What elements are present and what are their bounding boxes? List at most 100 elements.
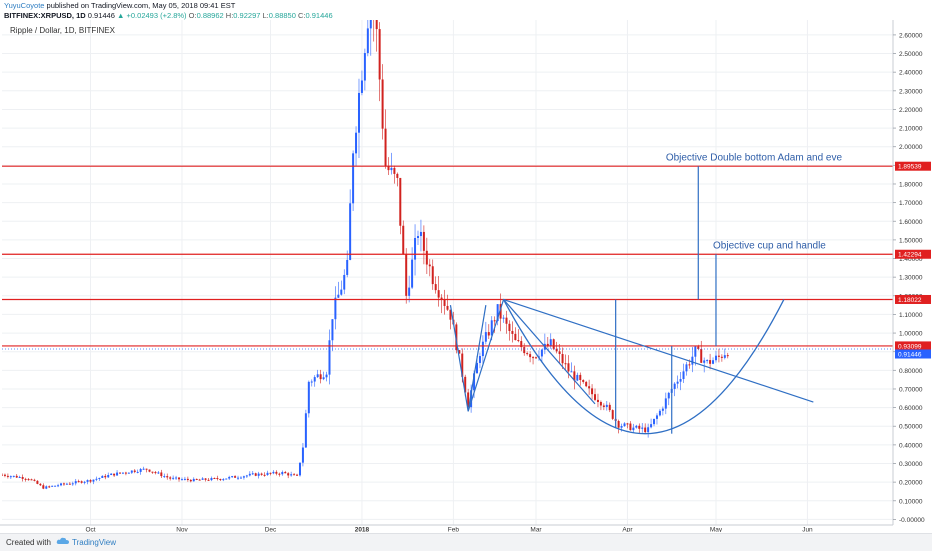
price-tick-label: 0.80000 (899, 368, 923, 375)
candle-body (328, 340, 331, 375)
candle-body (540, 349, 543, 357)
candle-body (263, 474, 266, 476)
candle-body (470, 390, 473, 408)
time-tick-label: May (710, 527, 723, 533)
candle-body (676, 381, 679, 384)
candle-body (130, 470, 133, 473)
candle-body (399, 177, 402, 226)
candle-body (431, 266, 434, 285)
price-chart[interactable]: Objective Double bottom Adam and eve Obje… (0, 20, 932, 532)
candle-body (623, 423, 626, 427)
candle-body (390, 167, 393, 171)
candle-body (254, 473, 257, 476)
candle-body (591, 388, 594, 395)
candle-body (281, 472, 284, 475)
candle-body (2, 474, 3, 476)
candles-group (2, 20, 729, 490)
candle-body (446, 305, 449, 310)
price-tick-label: 1.00000 (899, 331, 923, 338)
candle-body (366, 28, 369, 54)
candle-body (561, 354, 564, 364)
price-tick-label: 0.30000 (899, 461, 923, 468)
price-tick-label: 2.00000 (899, 144, 923, 151)
candle-body (154, 472, 157, 474)
candle-body (570, 371, 573, 373)
candle-body (95, 478, 98, 480)
candle-body (596, 399, 599, 402)
candle-body (405, 254, 408, 296)
candle-body (178, 477, 181, 480)
candle-body (647, 427, 650, 433)
time-tick-label: Feb (448, 527, 460, 533)
candle-body (467, 392, 470, 408)
candle-body (594, 394, 597, 400)
tradingview-cloud-icon (56, 537, 69, 544)
price-tick-label: 2.40000 (899, 70, 923, 77)
price-tag (895, 161, 931, 171)
candle-body (142, 468, 145, 470)
candle-body (723, 355, 726, 358)
price-tag-label: 0.93099 (898, 343, 922, 350)
price-tick-label: 2.20000 (899, 107, 923, 114)
candle-body (269, 472, 272, 474)
candle-body (57, 485, 60, 487)
candle-body (222, 479, 225, 481)
candle-body (186, 478, 189, 480)
candle-body (458, 350, 461, 354)
published-text: published on TradingView.com, May 05, 20… (46, 1, 236, 10)
candle-body (180, 479, 183, 481)
price-tick-label: 1.80000 (899, 181, 923, 188)
candle-body (77, 481, 80, 483)
low-label: L: (262, 11, 269, 20)
candle-body (517, 340, 520, 342)
candle-body (449, 309, 452, 320)
candle-body (340, 289, 343, 295)
candle-body (148, 469, 151, 472)
candle-body (204, 478, 207, 480)
candle-body (237, 477, 240, 479)
time-tick-label: 2018 (355, 527, 370, 533)
candle-body (564, 363, 567, 365)
candle-body (71, 483, 74, 485)
candle-body (552, 339, 555, 349)
candle-body (720, 356, 723, 358)
candle-body (393, 167, 396, 174)
candle-body (425, 250, 428, 265)
candle-body (33, 479, 36, 481)
candle-body (89, 480, 92, 482)
candle-body (334, 297, 337, 320)
candle-body (546, 343, 549, 347)
open-value: 0.88962 (196, 11, 224, 20)
candle-body (242, 476, 245, 478)
candle-body (284, 472, 287, 474)
candle-body (293, 474, 296, 476)
candle-body (712, 360, 715, 364)
candle-body (396, 173, 399, 178)
candle-body (620, 426, 623, 428)
candle-body (86, 480, 89, 482)
price-tick-label: 1.50000 (899, 237, 923, 244)
candle-body (714, 355, 717, 361)
author-link[interactable]: YuyuCoyote (4, 1, 45, 10)
tradingview-logo-text[interactable]: TradingView (72, 538, 117, 547)
candle-body (369, 20, 372, 29)
candle-body (201, 478, 204, 480)
candle-body (51, 485, 54, 487)
candle-body (667, 392, 670, 399)
candle-body (375, 20, 378, 30)
candle-body (490, 320, 493, 336)
candle-body (650, 424, 653, 428)
candle-body (635, 425, 638, 428)
low-value: 0.88850 (268, 11, 296, 20)
candle-body (42, 485, 45, 489)
candle-body (419, 231, 422, 237)
price-tag-label: 1.18022 (898, 297, 922, 304)
candle-body (172, 477, 175, 479)
candle-body (189, 479, 192, 482)
price-tag (895, 341, 931, 351)
close-label: C: (298, 11, 306, 20)
candle-body (213, 478, 216, 480)
trendline (449, 305, 469, 412)
candle-body (157, 472, 160, 474)
candle-body (688, 364, 691, 366)
